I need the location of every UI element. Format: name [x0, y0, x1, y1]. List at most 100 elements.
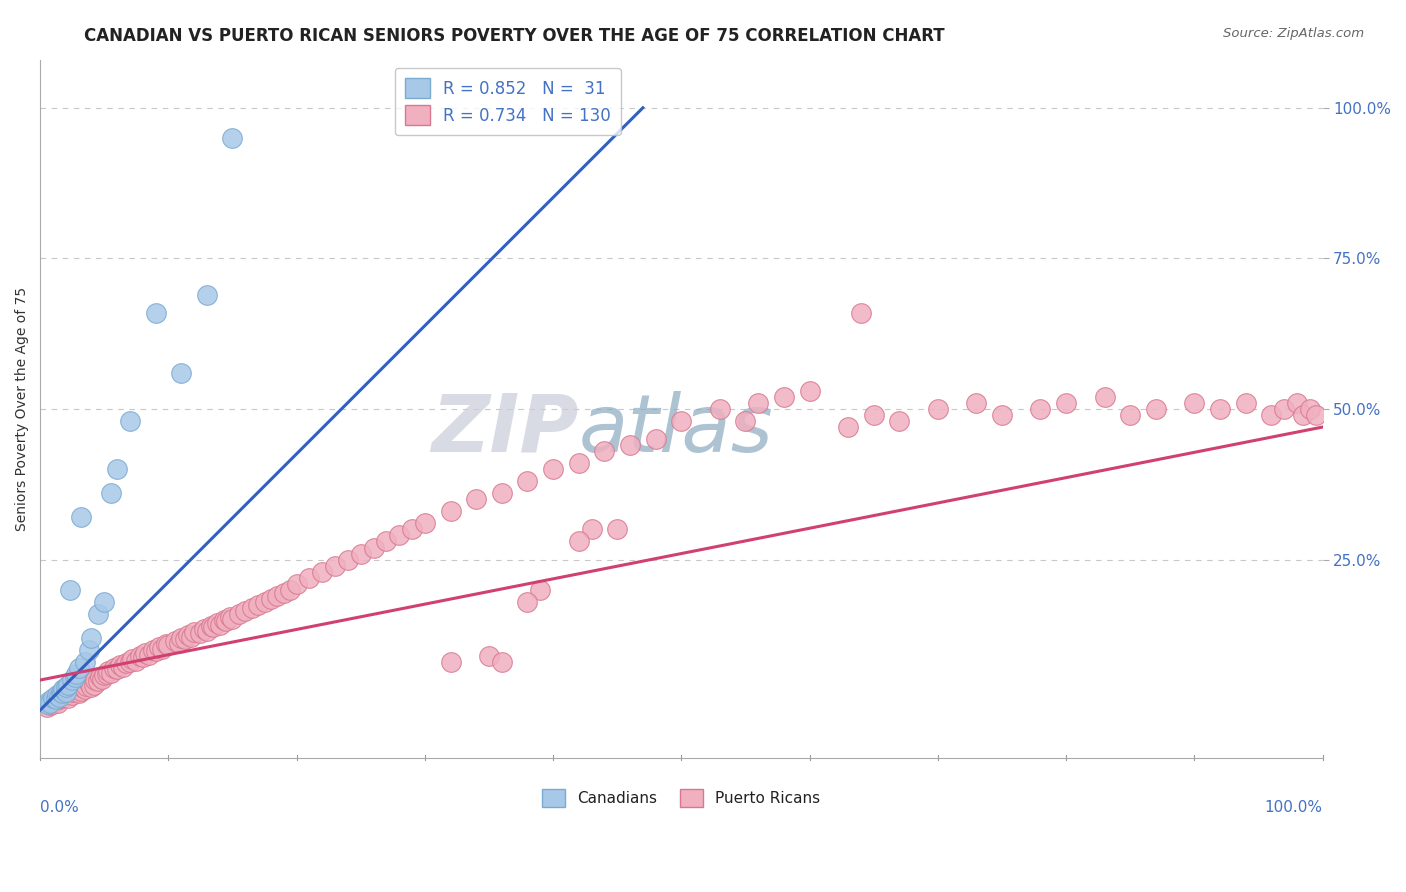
Point: [142, 643, 165, 657]
Point: [1260, 408, 1282, 422]
Point: [336, 552, 359, 566]
Point: [90, 672, 112, 686]
Y-axis label: Seniors Poverty Over the Age of 75: Seniors Poverty Over the Age of 75: [15, 287, 30, 531]
Point: [49, 685, 72, 699]
Point: [73, 682, 96, 697]
Point: [59, 582, 82, 597]
Point: [1182, 396, 1205, 410]
Point: [541, 462, 564, 476]
Point: [240, 600, 263, 615]
Point: [105, 462, 128, 476]
Point: [80, 680, 103, 694]
Point: [62, 685, 84, 699]
Point: [87, 607, 110, 621]
Point: [202, 620, 225, 634]
Point: [89, 670, 111, 684]
Point: [77, 676, 100, 690]
Point: [323, 558, 346, 573]
Point: [134, 646, 156, 660]
Point: [118, 655, 141, 669]
Point: [581, 523, 603, 537]
Point: [516, 475, 538, 489]
Point: [644, 432, 666, 446]
Point: [167, 636, 190, 650]
Point: [285, 576, 308, 591]
Point: [375, 534, 398, 549]
Point: [991, 408, 1014, 422]
Point: [44, 692, 66, 706]
Point: [70, 510, 93, 524]
Point: [619, 438, 641, 452]
Point: [1285, 396, 1308, 410]
Point: [67, 686, 90, 700]
Point: [105, 662, 128, 676]
Point: [195, 624, 218, 638]
Point: [129, 648, 152, 663]
Point: [1292, 408, 1315, 422]
Point: [155, 637, 177, 651]
Point: [439, 655, 461, 669]
Point: [606, 523, 628, 537]
Point: [260, 591, 283, 606]
Point: [889, 414, 911, 428]
Point: [35, 697, 58, 711]
Point: [593, 444, 616, 458]
Point: [266, 589, 288, 603]
Point: [51, 686, 73, 700]
Point: [1272, 401, 1295, 416]
Point: [195, 287, 218, 301]
Point: [734, 414, 756, 428]
Point: [39, 696, 62, 710]
Point: [39, 698, 62, 713]
Point: [219, 609, 242, 624]
Text: CANADIAN VS PUERTO RICAN SENIORS POVERTY OVER THE AGE OF 75 CORRELATION CHART: CANADIAN VS PUERTO RICAN SENIORS POVERTY…: [84, 27, 945, 45]
Point: [67, 661, 90, 675]
Point: [118, 414, 141, 428]
Point: [965, 396, 987, 410]
Point: [190, 626, 212, 640]
Point: [75, 679, 97, 693]
Point: [465, 492, 488, 507]
Point: [157, 638, 180, 652]
Point: [170, 366, 193, 380]
Point: [59, 686, 82, 700]
Point: [42, 691, 65, 706]
Point: [1119, 408, 1142, 422]
Point: [212, 613, 235, 627]
Point: [35, 700, 58, 714]
Point: [42, 697, 65, 711]
Point: [311, 565, 333, 579]
Point: [63, 670, 86, 684]
Point: [799, 384, 821, 398]
Point: [83, 678, 105, 692]
Point: [58, 691, 80, 706]
Point: [125, 654, 148, 668]
Point: [38, 694, 60, 708]
Point: [278, 582, 301, 597]
Point: [247, 598, 270, 612]
Point: [48, 690, 70, 704]
Point: [439, 504, 461, 518]
Point: [84, 673, 107, 687]
Point: [45, 688, 67, 702]
Point: [709, 401, 731, 416]
Point: [208, 617, 231, 632]
Point: [1054, 396, 1077, 410]
Point: [46, 696, 69, 710]
Point: [148, 640, 170, 654]
Point: [862, 408, 884, 422]
Point: [70, 684, 93, 698]
Text: 100.0%: 100.0%: [1264, 800, 1323, 815]
Point: [80, 631, 103, 645]
Point: [193, 622, 215, 636]
Point: [103, 661, 125, 675]
Point: [52, 690, 75, 704]
Point: [65, 682, 87, 697]
Point: [388, 528, 411, 542]
Point: [221, 131, 243, 145]
Point: [93, 595, 115, 609]
Point: [253, 595, 276, 609]
Point: [1305, 408, 1327, 422]
Point: [87, 674, 110, 689]
Point: [55, 688, 77, 702]
